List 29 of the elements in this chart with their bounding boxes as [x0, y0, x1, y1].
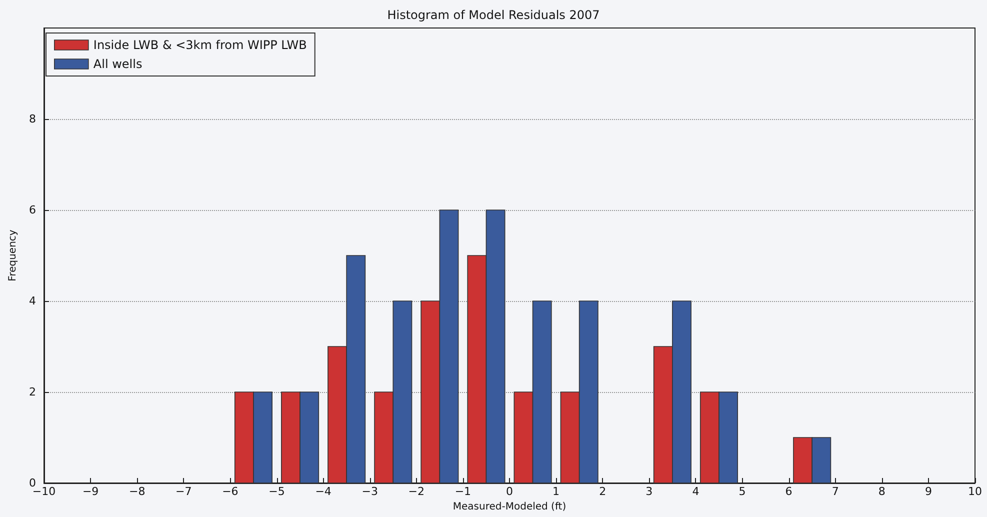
x-tick-label: 10	[968, 485, 982, 498]
x-tick-label: 9	[924, 485, 932, 498]
y-axis-title: Frequency	[8, 230, 18, 282]
legend-label: Inside LWB & <3km from WIPP LWB	[93, 38, 307, 52]
x-tick-label: 2	[599, 485, 606, 498]
x-tick-label: 1	[552, 485, 560, 498]
x-tick-label: −7	[176, 485, 192, 498]
x-tick-label: −3	[362, 485, 378, 498]
legend-label: All wells	[93, 57, 142, 71]
y-tick-label: 2	[29, 386, 36, 398]
x-tick-label: −9	[82, 485, 99, 498]
x-tick-label: 7	[832, 485, 839, 498]
y-tick-label: 4	[29, 294, 36, 308]
x-tick-label: 4	[692, 485, 700, 498]
x-tick-label: −6	[222, 485, 238, 498]
x-tick-label: −8	[128, 485, 146, 498]
x-tick-label: 5	[738, 485, 746, 498]
y-tick-label: 6	[29, 204, 36, 216]
x-tick-label: −4	[315, 485, 332, 498]
x-tick-label: 8	[878, 485, 886, 498]
x-tick-label: −1	[454, 485, 472, 498]
x-tick-label: 3	[646, 485, 653, 498]
y-tick-label: 8	[29, 112, 36, 126]
x-axis-title: Measured-Modeled (ft)	[452, 501, 566, 512]
x-tick-label: −5	[268, 485, 285, 498]
x-tick-label: 6	[785, 485, 792, 498]
x-tick-label: −2	[408, 485, 425, 498]
chart-title: Histogram of Model Residuals 2007	[387, 8, 600, 22]
x-tick-label: 0	[506, 485, 513, 498]
